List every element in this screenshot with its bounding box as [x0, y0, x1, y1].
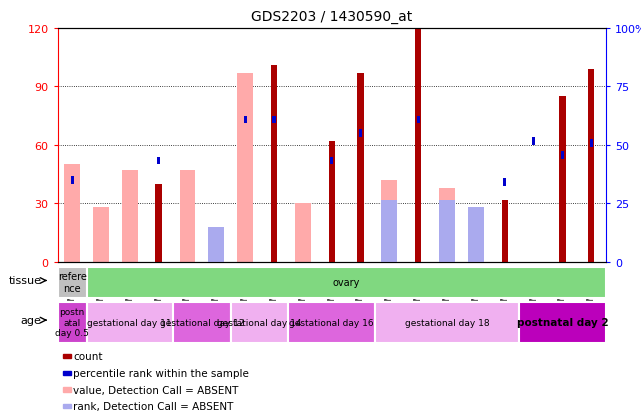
Bar — [439, 200, 455, 262]
Text: gestational day 11: gestational day 11 — [87, 318, 172, 327]
Bar — [381, 200, 397, 262]
Bar — [244, 116, 247, 124]
Text: rank, Detection Call = ABSENT: rank, Detection Call = ABSENT — [73, 401, 233, 411]
Text: value, Detection Call = ABSENT: value, Detection Call = ABSENT — [73, 385, 238, 394]
Text: gestational day 18: gestational day 18 — [404, 318, 490, 327]
Bar — [208, 227, 224, 262]
Bar — [63, 387, 71, 392]
Bar — [93, 208, 109, 262]
Text: ovary: ovary — [333, 278, 360, 287]
Bar — [519, 302, 606, 343]
Bar — [502, 200, 508, 262]
Bar — [63, 404, 71, 408]
Bar — [288, 302, 375, 343]
Bar — [561, 152, 564, 159]
Bar — [329, 142, 335, 262]
Text: GDS2203 / 1430590_at: GDS2203 / 1430590_at — [251, 10, 412, 24]
Bar — [173, 302, 231, 343]
Bar — [63, 371, 71, 375]
Text: gestational day 12: gestational day 12 — [160, 318, 244, 327]
Bar — [58, 302, 87, 343]
Text: tissue: tissue — [8, 276, 42, 286]
Bar — [157, 157, 160, 165]
Bar — [415, 29, 421, 262]
Text: count: count — [73, 351, 103, 361]
Text: postn
atal
day 0.5: postn atal day 0.5 — [55, 308, 89, 337]
Bar — [359, 130, 362, 138]
Bar — [179, 171, 196, 262]
Text: age: age — [21, 316, 42, 325]
Bar — [439, 188, 455, 262]
Bar — [71, 177, 74, 185]
Bar — [381, 180, 397, 262]
Bar — [590, 140, 593, 147]
Text: postnatal day 2: postnatal day 2 — [517, 318, 608, 328]
Text: percentile rank within the sample: percentile rank within the sample — [73, 368, 249, 378]
Bar — [588, 70, 594, 262]
Bar — [330, 157, 333, 165]
Bar — [532, 138, 535, 146]
Bar — [417, 116, 420, 124]
Bar — [560, 97, 565, 262]
Bar — [122, 171, 138, 262]
Bar — [468, 208, 484, 262]
Bar — [503, 179, 506, 186]
Bar — [375, 302, 519, 343]
Bar — [208, 249, 224, 262]
Text: gestational day 16: gestational day 16 — [289, 318, 374, 327]
Bar — [58, 267, 87, 298]
Bar — [358, 74, 363, 262]
Bar — [468, 208, 484, 262]
Text: refere
nce: refere nce — [58, 272, 87, 293]
Bar — [63, 354, 71, 358]
Bar — [156, 185, 162, 262]
Bar — [64, 165, 80, 262]
Bar — [272, 116, 276, 124]
Bar — [295, 204, 311, 262]
Bar — [231, 302, 288, 343]
Bar — [87, 302, 173, 343]
Text: gestational day 14: gestational day 14 — [217, 318, 302, 327]
Bar — [271, 66, 277, 262]
Bar — [237, 74, 253, 262]
